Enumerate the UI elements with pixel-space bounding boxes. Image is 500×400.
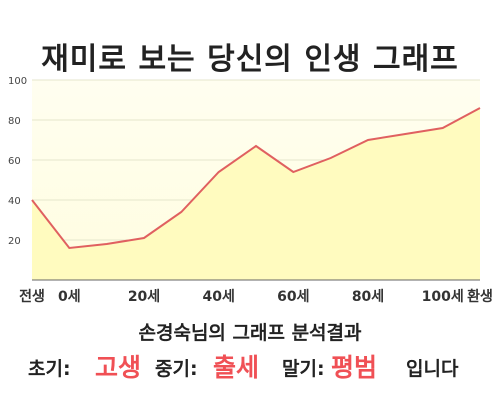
x-tick-label: 60세 [277, 289, 309, 305]
x-tick-label: 환생 [467, 288, 493, 305]
y-tick-label: 80 [8, 116, 21, 127]
ending-text: 입니다 [406, 358, 459, 380]
x-tick-label: 전생 [19, 288, 45, 305]
analysis-title: 손경숙님의 그래프 분석결과 [138, 322, 362, 344]
early-value: 고생 [95, 353, 142, 382]
x-tick-label: 0세 [58, 289, 81, 305]
y-tick-label: 60 [8, 156, 21, 167]
early-label: 초기: [28, 358, 71, 380]
y-tick-label: 20 [8, 236, 21, 247]
life-line [31, 107, 481, 250]
late-label: 말기: [282, 358, 325, 380]
life-area-fill [32, 108, 480, 280]
x-tick-label: 40세 [202, 289, 234, 305]
x-tick-label: 80세 [352, 289, 384, 305]
y-tick-label: 100 [8, 76, 27, 87]
late-value: 평범 [331, 353, 378, 382]
y-tick-label: 40 [8, 196, 21, 207]
chart-title: 재미로 보는 당신의 인생 그래프 [41, 42, 459, 77]
middle-label: 중기: [155, 358, 198, 380]
middle-value: 출세 [213, 353, 260, 382]
x-tick-label: 100세 [422, 289, 464, 305]
analysis-phases: 초기: 고생 중기: 출세 말기: 평범 입니다 [0, 348, 500, 382]
x-tick-label: 20세 [128, 289, 160, 305]
